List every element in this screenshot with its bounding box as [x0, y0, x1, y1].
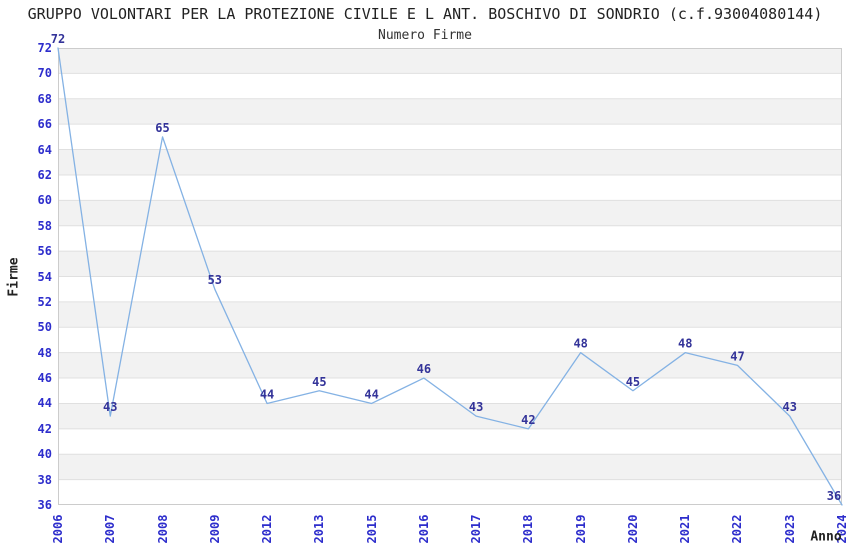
x-tick-label: 2012: [260, 514, 275, 544]
y-tick-label: 66: [37, 117, 52, 132]
plot-band: [58, 73, 842, 99]
plot-band: [58, 225, 842, 252]
data-point-label: 48: [573, 337, 587, 351]
plot-band: [58, 174, 842, 201]
data-point-label: 45: [626, 375, 640, 389]
data-point-label: 45: [312, 375, 326, 389]
plot-band: [58, 479, 842, 505]
data-line: [57, 47, 843, 506]
data-point-label: 72: [51, 32, 65, 46]
x-tick-label: 2019: [573, 514, 588, 544]
plot-band: [58, 403, 842, 429]
chart-subtitle: Numero Firme: [378, 28, 472, 43]
data-point-label: 46: [417, 362, 431, 376]
x-tick-label: 2007: [103, 514, 118, 544]
plot-band: [58, 352, 842, 379]
data-point-label: 43: [103, 400, 117, 414]
plot-band: [58, 428, 842, 455]
y-tick-label: 42: [37, 421, 52, 436]
y-tick-label: 38: [37, 472, 52, 487]
x-tick-label: 2020: [625, 514, 640, 544]
y-tick-label: 44: [37, 396, 52, 411]
data-point-label: 43: [469, 400, 483, 414]
data-point-label: 53: [208, 273, 222, 287]
y-tick-label: 36: [37, 498, 52, 512]
data-point-label: 65: [155, 121, 169, 135]
data-point-label: 47: [730, 349, 744, 363]
x-tick-label: 2017: [469, 514, 484, 544]
x-tick-label: 2008: [155, 514, 170, 544]
data-point-label: 42: [521, 413, 535, 427]
x-tick-label: 2009: [207, 514, 222, 544]
data-point-label: 44: [260, 387, 274, 401]
plot-band: [58, 98, 842, 125]
plot-band: [58, 327, 842, 353]
plot-band: [58, 48, 842, 74]
y-tick-label: 64: [37, 142, 52, 157]
x-tick-label: 2016: [416, 514, 431, 544]
data-point-label: 44: [364, 387, 378, 401]
plot-band: [58, 149, 842, 175]
y-tick-label: 72: [37, 41, 52, 55]
data-point-label: 36: [827, 489, 841, 503]
y-tick-label: 62: [37, 167, 52, 182]
plot-band: [58, 251, 842, 277]
plot-band: [58, 378, 842, 404]
plot-band: [58, 454, 842, 480]
plot-band: [58, 124, 842, 150]
data-point-label: 43: [783, 400, 797, 414]
y-tick-label: 40: [37, 447, 52, 462]
y-tick-label: 60: [37, 193, 52, 208]
x-tick-label: 2013: [312, 514, 327, 544]
y-axis-title: Firme: [6, 257, 22, 297]
x-tick-label: 2023: [782, 514, 797, 544]
data-point-label: 48: [678, 337, 692, 351]
y-tick-label: 56: [37, 244, 52, 259]
y-tick-label: 48: [37, 345, 52, 360]
x-axis-title: Anno: [810, 529, 842, 545]
plot-band: [58, 301, 842, 328]
y-tick-label: 58: [37, 218, 52, 233]
y-tick-label: 54: [37, 269, 52, 284]
y-tick-label: 46: [37, 371, 52, 386]
plot-band: [58, 276, 842, 302]
x-tick-label: 2022: [730, 514, 745, 544]
chart-title: GRUPPO VOLONTARI PER LA PROTEZIONE CIVIL…: [27, 5, 823, 23]
x-tick-label: 2015: [364, 514, 379, 544]
y-tick-label: 70: [37, 66, 52, 81]
plot-area: 72 43 65 53 44 45 44 46 43 42 48 45 48 47 43 36: [51, 32, 843, 506]
y-tick-label: 50: [37, 320, 52, 335]
y-tick-label: 52: [37, 294, 52, 309]
plot-band: [58, 200, 842, 226]
x-tick-label: 2021: [678, 514, 693, 544]
plot-border: [58, 48, 842, 505]
x-tick-label: 2018: [521, 514, 536, 544]
x-tick-label: 2006: [51, 514, 65, 544]
y-tick-label: 68: [37, 91, 52, 106]
